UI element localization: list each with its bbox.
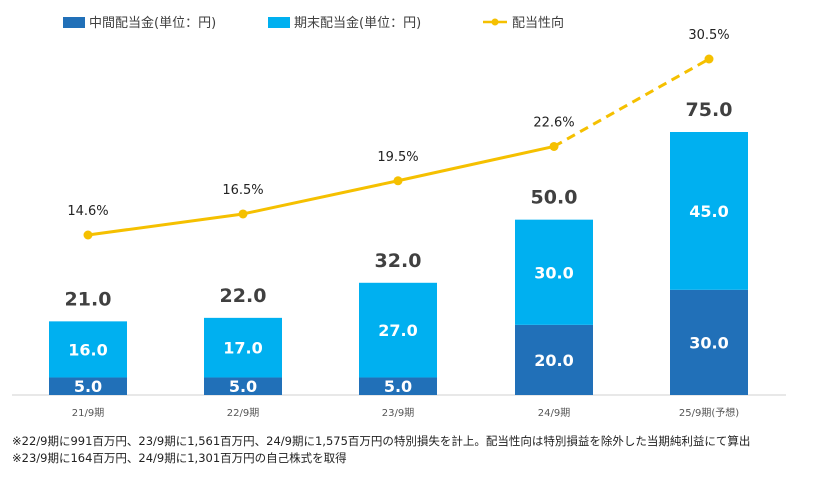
legend-label-interim: 中間配当金(単位：円) (89, 15, 216, 31)
x-tick-label: 24/9期 (538, 407, 570, 419)
bar-interim (670, 289, 748, 395)
legend-swatch-interim (63, 17, 85, 28)
bar-year-end (49, 321, 127, 378)
bar-year-end (359, 282, 437, 378)
bar-total-value: 75.0 (686, 99, 733, 121)
payout-line-segment (87, 212, 244, 237)
footnotes: ※22/9期に991百万円、23/9期に1,561百万円、24/9期に1,575… (12, 433, 750, 467)
bar-year-end-value: 45.0 (689, 202, 728, 221)
payout-line-segment (242, 179, 399, 216)
payout-value-label: 14.6% (67, 204, 108, 219)
bar-year-end (204, 317, 282, 378)
dividend-chart: 中間配当金(単位：円) 期末配当金(単位：円) 配当性向 5.0 16.0 21.0… (12, 15, 786, 419)
legend-label-year-end: 期末配当金(単位：円) (294, 15, 421, 31)
bar-interim-value: 5.0 (229, 377, 257, 396)
payout-value-label: 30.5% (688, 28, 729, 43)
bar-total-value: 21.0 (65, 288, 112, 310)
x-tick-label: 25/9期(予想) (679, 406, 739, 419)
bar-interim (204, 377, 282, 395)
bar-total-value: 22.0 (220, 285, 267, 307)
bar-year-end-value: 30.0 (534, 263, 573, 282)
payout-point (238, 209, 248, 219)
legend-marker-payout (491, 18, 499, 26)
bars-group (49, 132, 748, 395)
bar-year-end-value: 17.0 (223, 339, 262, 358)
bar-interim-value: 5.0 (384, 377, 412, 396)
payout-line-group (83, 54, 714, 240)
payout-line-segment (397, 144, 555, 183)
x-tick-label: 21/9期 (72, 407, 104, 419)
bar-total-value: 50.0 (531, 187, 578, 209)
bar-interim-value: 20.0 (534, 351, 573, 370)
bar-total-value: 32.0 (375, 250, 422, 272)
bar-interim (49, 377, 127, 395)
chart-legend: 中間配当金(単位：円) 期末配当金(単位：円) 配当性向 (63, 15, 564, 31)
payout-point (549, 141, 559, 151)
payout-value-label: 16.5% (222, 183, 263, 198)
bar-interim (359, 377, 437, 395)
legend-swatch-year-end (268, 17, 290, 28)
payout-point (704, 54, 714, 64)
bar-interim-value: 30.0 (689, 333, 728, 352)
x-tick-label: 22/9期 (227, 407, 259, 419)
footnote-2: ※23/9期に164百万円、24/9期に1,301百万円の自己株式を取得 (12, 451, 347, 465)
bar-interim (515, 324, 593, 395)
payout-point (393, 176, 403, 186)
bar-interim-value: 5.0 (74, 377, 102, 396)
footnote-1: ※22/9期に991百万円、23/9期に1,561百万円、24/9期に1,575… (12, 434, 751, 448)
bar-year-end (670, 132, 748, 290)
payout-value-label: 19.5% (377, 150, 418, 165)
bar-year-end (515, 219, 593, 325)
x-tick-label: 23/9期 (382, 407, 414, 419)
bar-year-end-value: 16.0 (68, 340, 107, 359)
bar-year-end-value: 27.0 (378, 321, 417, 340)
labels-group: 5.0 16.0 21.0 21/9期 5.0 17.0 22.0 22/9期 5.0 27.0 3… (65, 28, 740, 419)
payout-point (83, 230, 93, 240)
payout-value-label: 22.6% (533, 115, 574, 130)
legend-label-payout: 配当性向 (512, 15, 564, 31)
